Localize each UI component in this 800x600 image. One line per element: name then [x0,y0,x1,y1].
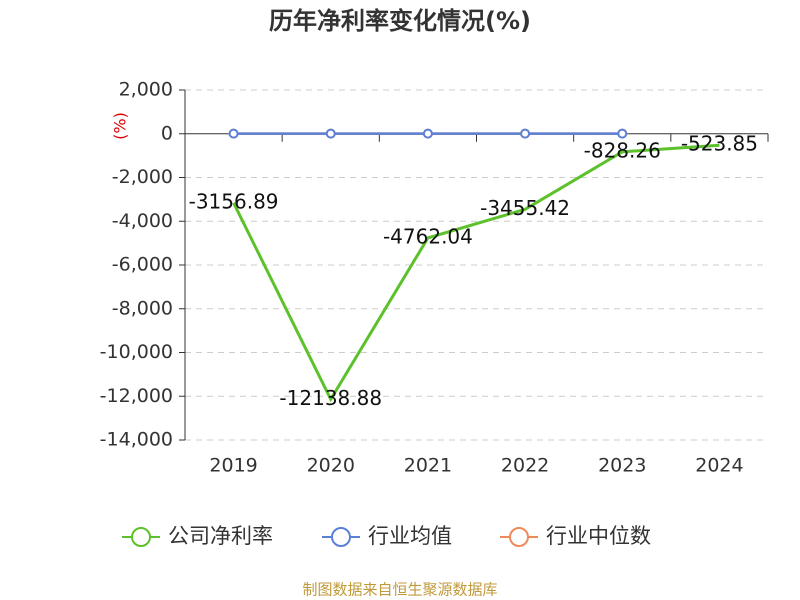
data-label: -12138.88 [279,386,382,410]
y-axis-label: (%) [111,112,130,140]
series-line [232,143,720,403]
x-tick-label: 2020 [307,455,355,477]
x-tick-label: 2021 [404,455,452,477]
point [325,128,336,139]
legend-label: 公司净利率 [168,524,273,548]
source-note: 制图数据来自恒生聚源数据库 [302,581,497,599]
legend-label: 行业中位数 [546,524,651,548]
data-label: -3156.89 [189,189,279,213]
data-label: -4762.04 [383,224,473,248]
legend-marker [331,527,351,547]
legend-marker [131,527,151,547]
x-tick-label: 2019 [209,455,257,477]
data-label: -828.26 [584,138,661,162]
legend-label: 行业均值 [368,524,452,548]
x-tick-label: 2024 [695,455,743,477]
point [520,128,531,139]
point [228,128,239,139]
y-tick-label: -10,000 [100,341,173,363]
y-tick-label: -2,000 [112,166,173,188]
data-label: -523.85 [681,132,758,156]
point [422,128,433,139]
y-tick-label: 2,000 [119,79,173,101]
y-tick-label: -8,000 [112,297,173,319]
y-tick-label: 0 [161,122,173,144]
legend-marker [509,527,529,547]
y-tick-label: -12,000 [100,385,173,407]
point [617,128,628,139]
y-tick-label: -6,000 [112,254,173,276]
y-tick-label: -14,000 [100,429,173,451]
chart-title: 历年净利率变化情况(%) [269,7,531,35]
data-label: -3455.42 [480,196,570,220]
y-tick-label: -4,000 [112,210,173,232]
x-tick-label: 2022 [501,455,549,477]
x-tick-label: 2023 [598,455,646,477]
